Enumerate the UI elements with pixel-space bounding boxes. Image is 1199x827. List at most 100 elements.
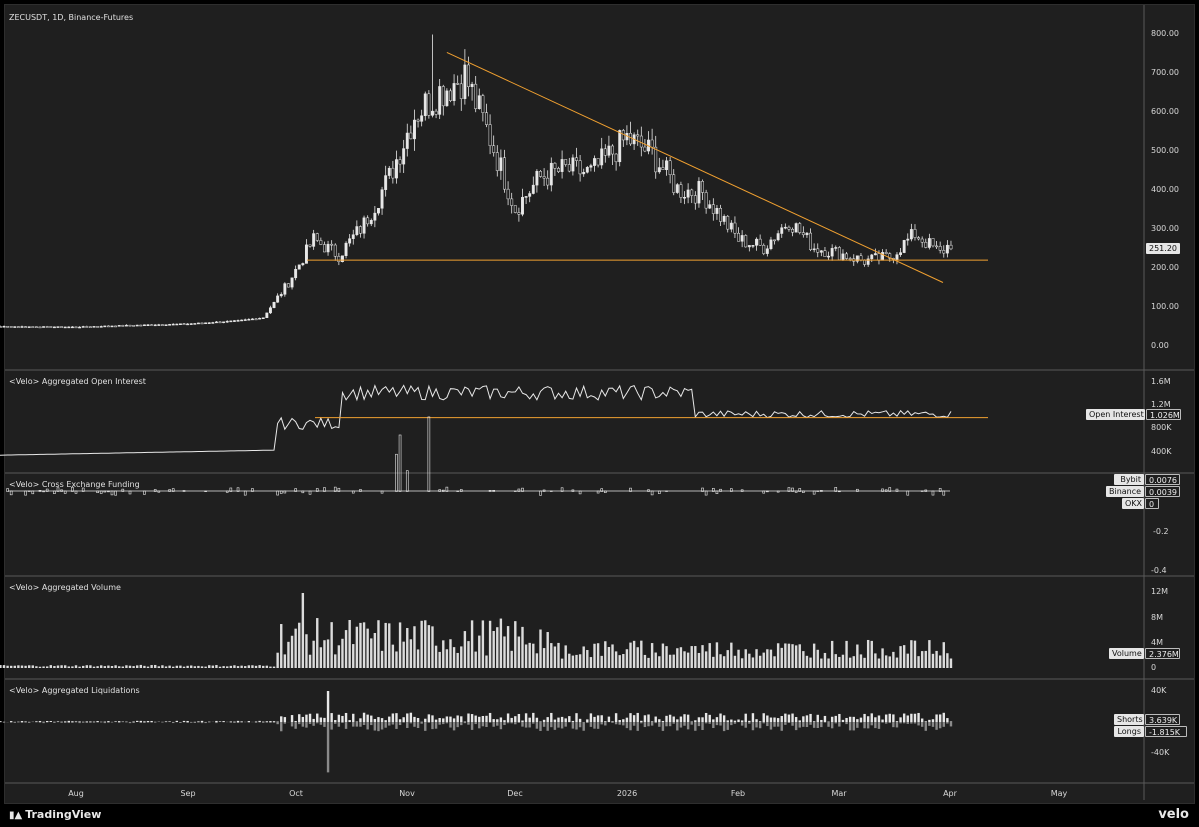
shorts-liq-bar: [402, 717, 405, 722]
volume-bar: [816, 649, 819, 668]
volume-bar: [96, 666, 99, 668]
funding-title[interactable]: <Velo> Cross Exchange Funding: [9, 480, 140, 489]
longs-liq-bar: [812, 722, 816, 728]
longs-liq-bar: [442, 722, 445, 725]
shorts-liq-bar: [622, 719, 625, 722]
volume-bar: [294, 628, 297, 668]
longs-liq-bar: [863, 722, 866, 729]
longs-liq-bar: [172, 722, 175, 724]
volume-bar: [168, 665, 171, 668]
longs-liq-bar: [186, 722, 189, 723]
volume-bar: [834, 654, 837, 668]
candle-body: [679, 184, 683, 198]
candle-body: [312, 233, 316, 247]
volume-bar: [668, 654, 672, 668]
candle-body: [783, 226, 787, 229]
shorts-liq-bar: [744, 713, 747, 722]
longs-liq-bar: [445, 722, 449, 724]
shorts-liq-bar: [733, 720, 737, 722]
volume-bar: [283, 654, 287, 668]
shorts-liq-bar: [755, 719, 758, 722]
shorts-liq-bar: [877, 715, 881, 722]
funding-bar: [838, 490, 841, 493]
candle-body: [765, 248, 769, 254]
volume-bar: [413, 626, 416, 668]
candle-body: [366, 217, 370, 225]
longs-liq-bar: [686, 722, 690, 730]
shorts-liq-bar: [312, 718, 315, 722]
volume-title[interactable]: <Velo> Aggregated Volume: [9, 583, 121, 592]
volume-bar: [503, 636, 506, 668]
volume-bar: [449, 639, 452, 668]
candle-body: [945, 244, 949, 254]
longs-liq-bar: [499, 722, 503, 730]
volume-bar: [708, 643, 711, 668]
longs-liq-bar: [449, 722, 452, 728]
shorts-liq-bar: [611, 721, 614, 722]
volume-bar: [107, 665, 110, 668]
funding-bar: [571, 489, 575, 492]
volume-bar: [89, 665, 92, 668]
candle-body: [387, 167, 391, 176]
open-interest-title[interactable]: <Velo> Aggregated Open Interest: [9, 377, 146, 386]
volume-bar: [636, 647, 639, 668]
shorts-liq-bar: [388, 716, 391, 722]
liquidations-title[interactable]: <Velo> Aggregated Liquidations: [9, 686, 140, 695]
volume-bar: [722, 656, 726, 668]
longs-liq-bar: [647, 722, 650, 727]
shorts-liq-bar: [870, 713, 873, 722]
shorts-liq-bar: [910, 713, 913, 722]
shorts-liq-bar: [730, 719, 733, 722]
candle-body: [902, 240, 906, 253]
longs-liq-bar: [204, 722, 207, 724]
candle-body: [873, 253, 877, 256]
longs-liq-bar: [380, 722, 384, 730]
shorts-liq-bar: [492, 719, 495, 722]
volume-bar: [312, 640, 315, 668]
longs-liq-bar: [571, 722, 575, 729]
volume-bar: [110, 666, 114, 668]
longs-liq-bar: [150, 722, 153, 723]
candle-body: [341, 255, 344, 262]
volume-legend-name: Volume: [1109, 648, 1144, 659]
volume-bar: [103, 666, 107, 668]
funding-bar: [427, 416, 431, 492]
candle-body: [128, 324, 132, 327]
candle-body: [171, 323, 175, 326]
longs-liq-bar: [337, 722, 341, 727]
tradingview-logo[interactable]: ▮▲ TradingView: [9, 808, 101, 821]
shorts-liq-bar: [506, 713, 510, 722]
longs-liq-bar: [373, 722, 377, 731]
longs-liq-bar: [632, 722, 636, 726]
volume-bar: [607, 646, 611, 668]
shorts-liq-bar: [150, 720, 153, 722]
volume-bar: [866, 639, 870, 668]
longs-liq-bar: [629, 722, 632, 731]
candle-body: [441, 86, 445, 107]
candle-body: [222, 321, 226, 324]
volume-bar: [442, 640, 445, 668]
symbol-title[interactable]: ZECUSDT, 1D, Binance-Futures: [9, 13, 134, 22]
candle-body: [503, 157, 506, 190]
volume-bar: [60, 665, 63, 668]
candle-body: [96, 326, 100, 328]
volume-bar: [362, 622, 366, 668]
shorts-liq-bar: [575, 713, 578, 722]
candle-body: [657, 167, 661, 173]
volume-bar: [161, 665, 164, 668]
longs-liq-bar: [798, 722, 801, 728]
shorts-liq-bar: [35, 721, 38, 722]
candle-body: [85, 326, 89, 328]
volume-bar: [74, 665, 78, 668]
candle-body: [395, 159, 398, 179]
candle-body: [319, 240, 323, 245]
longs-liq-bar: [85, 722, 89, 723]
shorts-liq-bar: [298, 714, 301, 722]
candle-body: [164, 324, 168, 326]
time-tick: Feb: [730, 789, 746, 798]
shorts-legend-name: Shorts: [1114, 714, 1144, 725]
longs-liq-bar: [460, 722, 463, 726]
shorts-liq-bar: [535, 717, 539, 722]
shorts-liq-bar: [647, 714, 650, 722]
